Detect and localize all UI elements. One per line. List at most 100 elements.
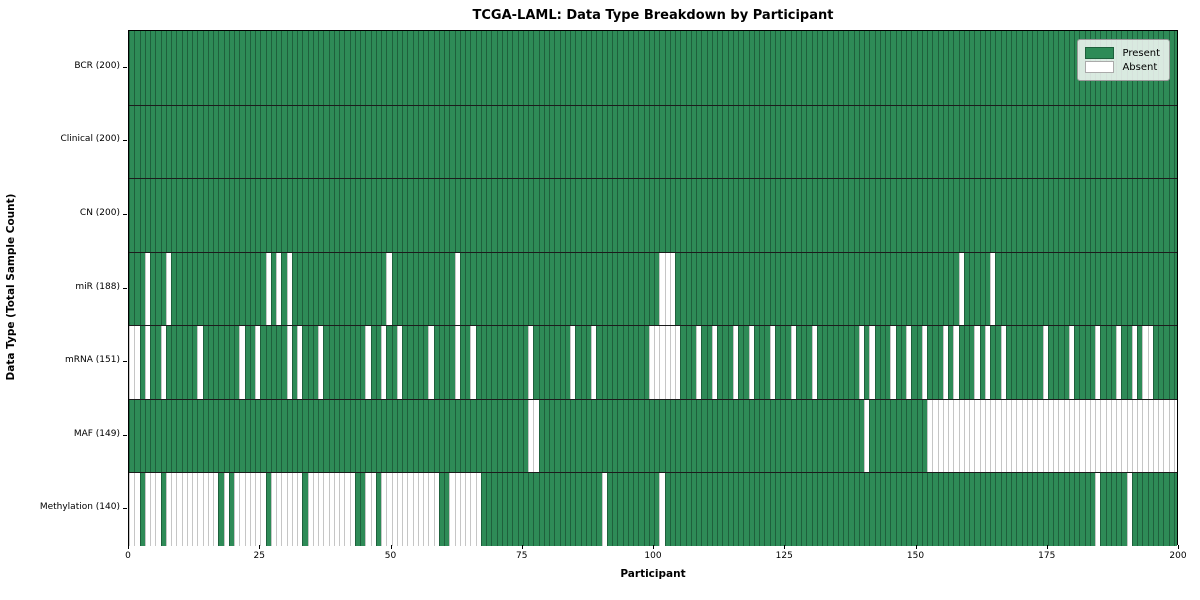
present-cell-CN-p110 [706,179,712,252]
present-cell-BCR-p76 [528,31,534,105]
present-cell-Clinical-p10 [181,105,187,179]
present-cell-CN-p108 [696,179,702,252]
present-cell-mRNA-p2 [139,326,145,399]
present-cell-MAF-p58 [433,399,439,473]
present-cell-CN-p58 [433,179,439,252]
present-cell-BCR-p108 [696,31,702,105]
absent-cell-MAF-p155 [942,399,948,473]
present-cell-Clinical-p1 [134,105,140,179]
present-cell-BCR-p171 [1026,31,1032,105]
absent-cell-Methylation-p22 [244,473,250,546]
present-cell-Methylation-p147 [900,473,906,546]
present-cell-Methylation-p88 [591,473,597,546]
present-cell-CN-p172 [1032,179,1038,252]
present-cell-Clinical-p160 [969,105,975,179]
absent-cell-Methylation-p9 [176,473,182,546]
present-cell-miR-p109 [701,252,707,326]
present-cell-Clinical-p119 [753,105,759,179]
present-cell-Methylation-p84 [570,473,576,546]
present-cell-Methylation-p99 [648,473,654,546]
present-cell-MAF-p6 [160,399,166,473]
present-cell-MAF-p120 [759,399,765,473]
absent-cell-Methylation-p48 [381,473,387,546]
present-cell-MAF-p23 [249,399,255,473]
absent-cell-MAF-p175 [1047,399,1053,473]
present-cell-Clinical-p32 [297,105,303,179]
present-cell-miR-p100 [654,252,660,326]
present-cell-MAF-p63 [459,399,465,473]
x-tick-200 [1178,545,1179,549]
present-cell-Methylation-p97 [638,473,644,546]
present-cell-CN-p99 [648,179,654,252]
present-cell-Clinical-p154 [937,105,943,179]
present-cell-Clinical-p72 [507,105,513,179]
present-cell-Clinical-p16 [213,105,219,179]
present-cell-Methylation-p161 [974,473,980,546]
present-cell-miR-p19 [228,252,234,326]
absent-cell-mRNA-p32 [297,326,303,399]
present-cell-Clinical-p17 [218,105,224,179]
absent-cell-Methylation-p10 [181,473,187,546]
absent-cell-MAF-p198 [1168,399,1174,473]
present-cell-miR-p142 [874,252,880,326]
absent-cell-MAF-p195 [1152,399,1158,473]
present-cell-mRNA-p149 [911,326,917,399]
present-cell-mRNA-p127 [795,326,801,399]
present-cell-Clinical-p78 [538,105,544,179]
present-cell-miR-p5 [155,252,161,326]
present-cell-Methylation-p68 [486,473,492,546]
present-cell-CN-p111 [711,179,717,252]
present-cell-Methylation-p152 [927,473,933,546]
present-cell-Methylation-p175 [1047,473,1053,546]
present-cell-Clinical-p143 [879,105,885,179]
present-cell-Methylation-p122 [769,473,775,546]
present-cell-mRNA-p74 [517,326,523,399]
present-cell-miR-p188 [1116,252,1122,326]
present-cell-Clinical-p92 [612,105,618,179]
present-cell-CN-p169 [1016,179,1022,252]
present-cell-mRNA-p67 [480,326,486,399]
present-cell-Clinical-p163 [984,105,990,179]
present-cell-CN-p194 [1147,179,1153,252]
present-cell-CN-p23 [249,179,255,252]
present-cell-mRNA-p12 [192,326,198,399]
present-cell-miR-p133 [827,252,833,326]
present-cell-Clinical-p25 [260,105,266,179]
present-cell-mRNA-p106 [685,326,691,399]
present-cell-mRNA-p105 [680,326,686,399]
absent-cell-miR-p164 [990,252,996,326]
present-cell-Clinical-p110 [706,105,712,179]
present-cell-CN-p79 [543,179,549,252]
present-cell-Clinical-p145 [890,105,896,179]
present-cell-miR-p31 [291,252,297,326]
present-cell-miR-p95 [627,252,633,326]
present-cell-CN-p50 [391,179,397,252]
present-cell-BCR-p175 [1047,31,1053,105]
present-cell-BCR-p59 [438,31,444,105]
present-cell-BCR-p31 [291,31,297,105]
present-cell-Clinical-p12 [192,105,198,179]
present-cell-CN-p160 [969,179,975,252]
present-cell-MAF-p65 [470,399,476,473]
present-cell-miR-p192 [1137,252,1143,326]
present-cell-BCR-p25 [260,31,266,105]
present-cell-Methylation-p163 [984,473,990,546]
present-cell-miR-p119 [753,252,759,326]
present-cell-Methylation-p187 [1110,473,1116,546]
present-cell-Methylation-p17 [218,473,224,546]
present-cell-MAF-p102 [664,399,670,473]
present-cell-CN-p142 [874,179,880,252]
present-cell-miR-p146 [895,252,901,326]
absent-cell-Methylation-p38 [328,473,334,546]
present-cell-MAF-p127 [795,399,801,473]
absent-cell-MAF-p153 [932,399,938,473]
present-cell-Methylation-p176 [1053,473,1059,546]
absent-cell-Methylation-p20 [234,473,240,546]
present-cell-MAF-p46 [370,399,376,473]
present-cell-MAF-p151 [921,399,927,473]
present-cell-BCR-p107 [690,31,696,105]
present-cell-CN-p170 [1021,179,1027,252]
present-cell-BCR-p169 [1016,31,1022,105]
present-cell-BCR-p145 [890,31,896,105]
present-cell-Clinical-p76 [528,105,534,179]
